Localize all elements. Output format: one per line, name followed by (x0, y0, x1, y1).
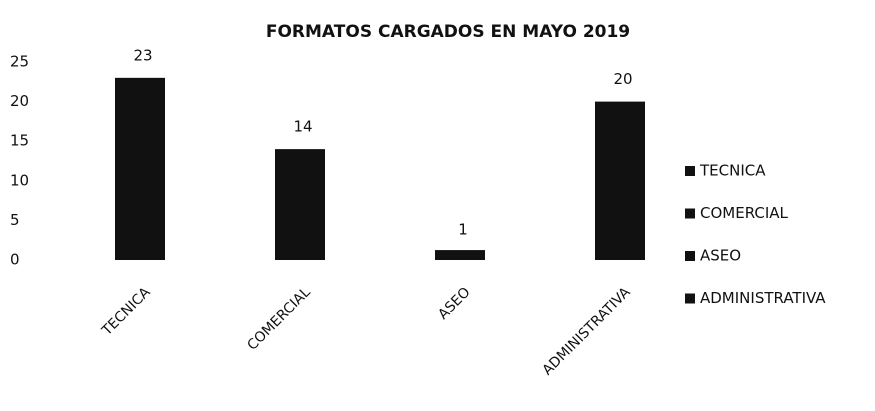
bar (595, 101, 645, 260)
data-label: 14 (293, 118, 312, 136)
legend-swatch (685, 166, 695, 176)
bar (435, 250, 485, 260)
x-tick-label: ASEO (435, 284, 473, 322)
bar (115, 77, 165, 260)
data-label: 20 (613, 70, 632, 88)
chart-title: FORMATOS CARGADOS EN MAYO 2019 (266, 22, 630, 42)
x-tick-label: COMERCIAL (244, 284, 313, 353)
legend-label: TECNICA (699, 162, 766, 180)
x-tick-label: TECNICA (98, 284, 154, 340)
legend-swatch (685, 293, 695, 304)
y-tick-label: 25 (10, 53, 29, 71)
legend-label: ASEO (700, 247, 741, 265)
data-label: 1 (458, 221, 468, 239)
legend-label: ADMINISTRATIVA (700, 289, 826, 307)
y-tick-label: 15 (10, 132, 29, 150)
y-tick-label: 0 (10, 251, 20, 269)
y-tick-label: 5 (10, 211, 20, 229)
legend-swatch (685, 251, 695, 261)
x-tick-label: ADMINISTRATIVA (539, 284, 633, 378)
data-label: 23 (133, 46, 152, 64)
y-tick-label: 10 (10, 171, 29, 189)
y-tick-label: 20 (10, 92, 29, 110)
legend-label: COMERCIAL (700, 204, 789, 222)
bar (275, 149, 325, 260)
legend-swatch (685, 208, 695, 219)
